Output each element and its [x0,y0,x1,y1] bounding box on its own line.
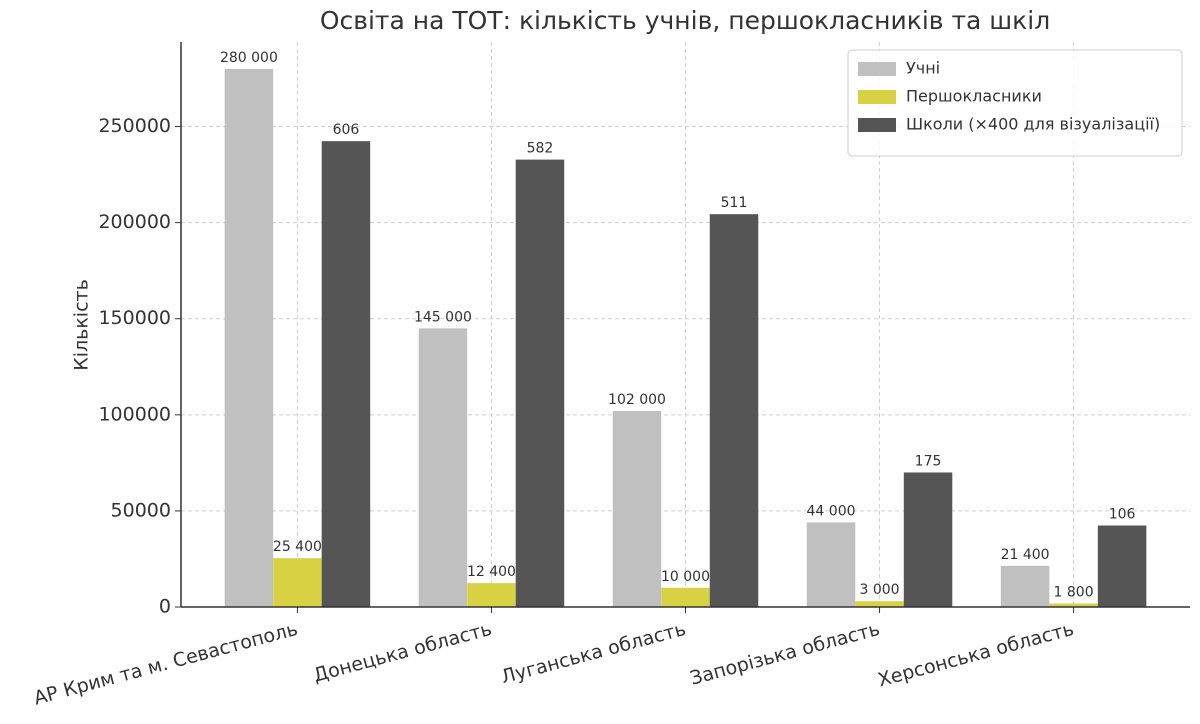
legend-label: Першокласники [906,87,1042,106]
bar [515,159,565,607]
x-tick-label: АР Крим та м. Севастополь [31,618,300,710]
value-label: 145 000 [414,309,472,325]
bar [273,558,322,607]
value-label: 582 [527,141,554,157]
y-tick-label: 100000 [98,403,171,425]
value-label: 3 000 [859,582,899,598]
bar [1049,603,1098,607]
y-axis-label: Кількість [71,279,93,371]
value-label: 12 400 [467,564,516,580]
value-label: 44 000 [807,503,856,519]
y-tick-label: 0 [159,596,171,618]
legend-swatch [858,118,896,132]
bar [224,68,274,607]
bar [709,214,759,607]
bar [806,522,856,607]
legend-box [847,49,1183,157]
y-tick-label: 150000 [98,307,171,329]
bar [612,410,662,607]
x-tick-label: Запорізька область [688,618,883,690]
value-label: 606 [333,122,360,138]
bar [661,587,710,607]
value-label: 10 000 [661,569,710,585]
x-tick-label: Донецька область [311,618,494,687]
x-tick-label: Херсонська область [876,618,1077,692]
bar [903,472,953,607]
bar [855,601,904,607]
y-tick-label: 200000 [98,211,171,233]
y-tick-label: 50000 [111,499,171,521]
bar [467,583,516,607]
value-label: 280 000 [220,50,278,66]
value-label: 21 400 [1001,547,1050,563]
bar [1000,565,1050,607]
bar [1097,525,1147,607]
chart-title: Освіта на ТОТ: кількість учнів, першокла… [320,6,1050,35]
value-label: 175 [915,453,942,469]
bar [321,141,371,607]
y-tick-label: 250000 [98,115,171,137]
x-tick-label: Луганська область [499,618,688,688]
value-label: 1 800 [1054,585,1094,601]
legend-label: Учні [906,59,940,78]
value-label: 511 [721,195,748,211]
value-label: 106 [1109,507,1136,523]
legend-label: Школи (×400 для візуалізації) [906,115,1160,134]
bar [418,328,468,607]
legend-swatch [858,62,896,76]
value-label: 102 000 [608,392,666,408]
value-label: 25 400 [273,539,322,555]
legend-swatch [858,90,896,104]
